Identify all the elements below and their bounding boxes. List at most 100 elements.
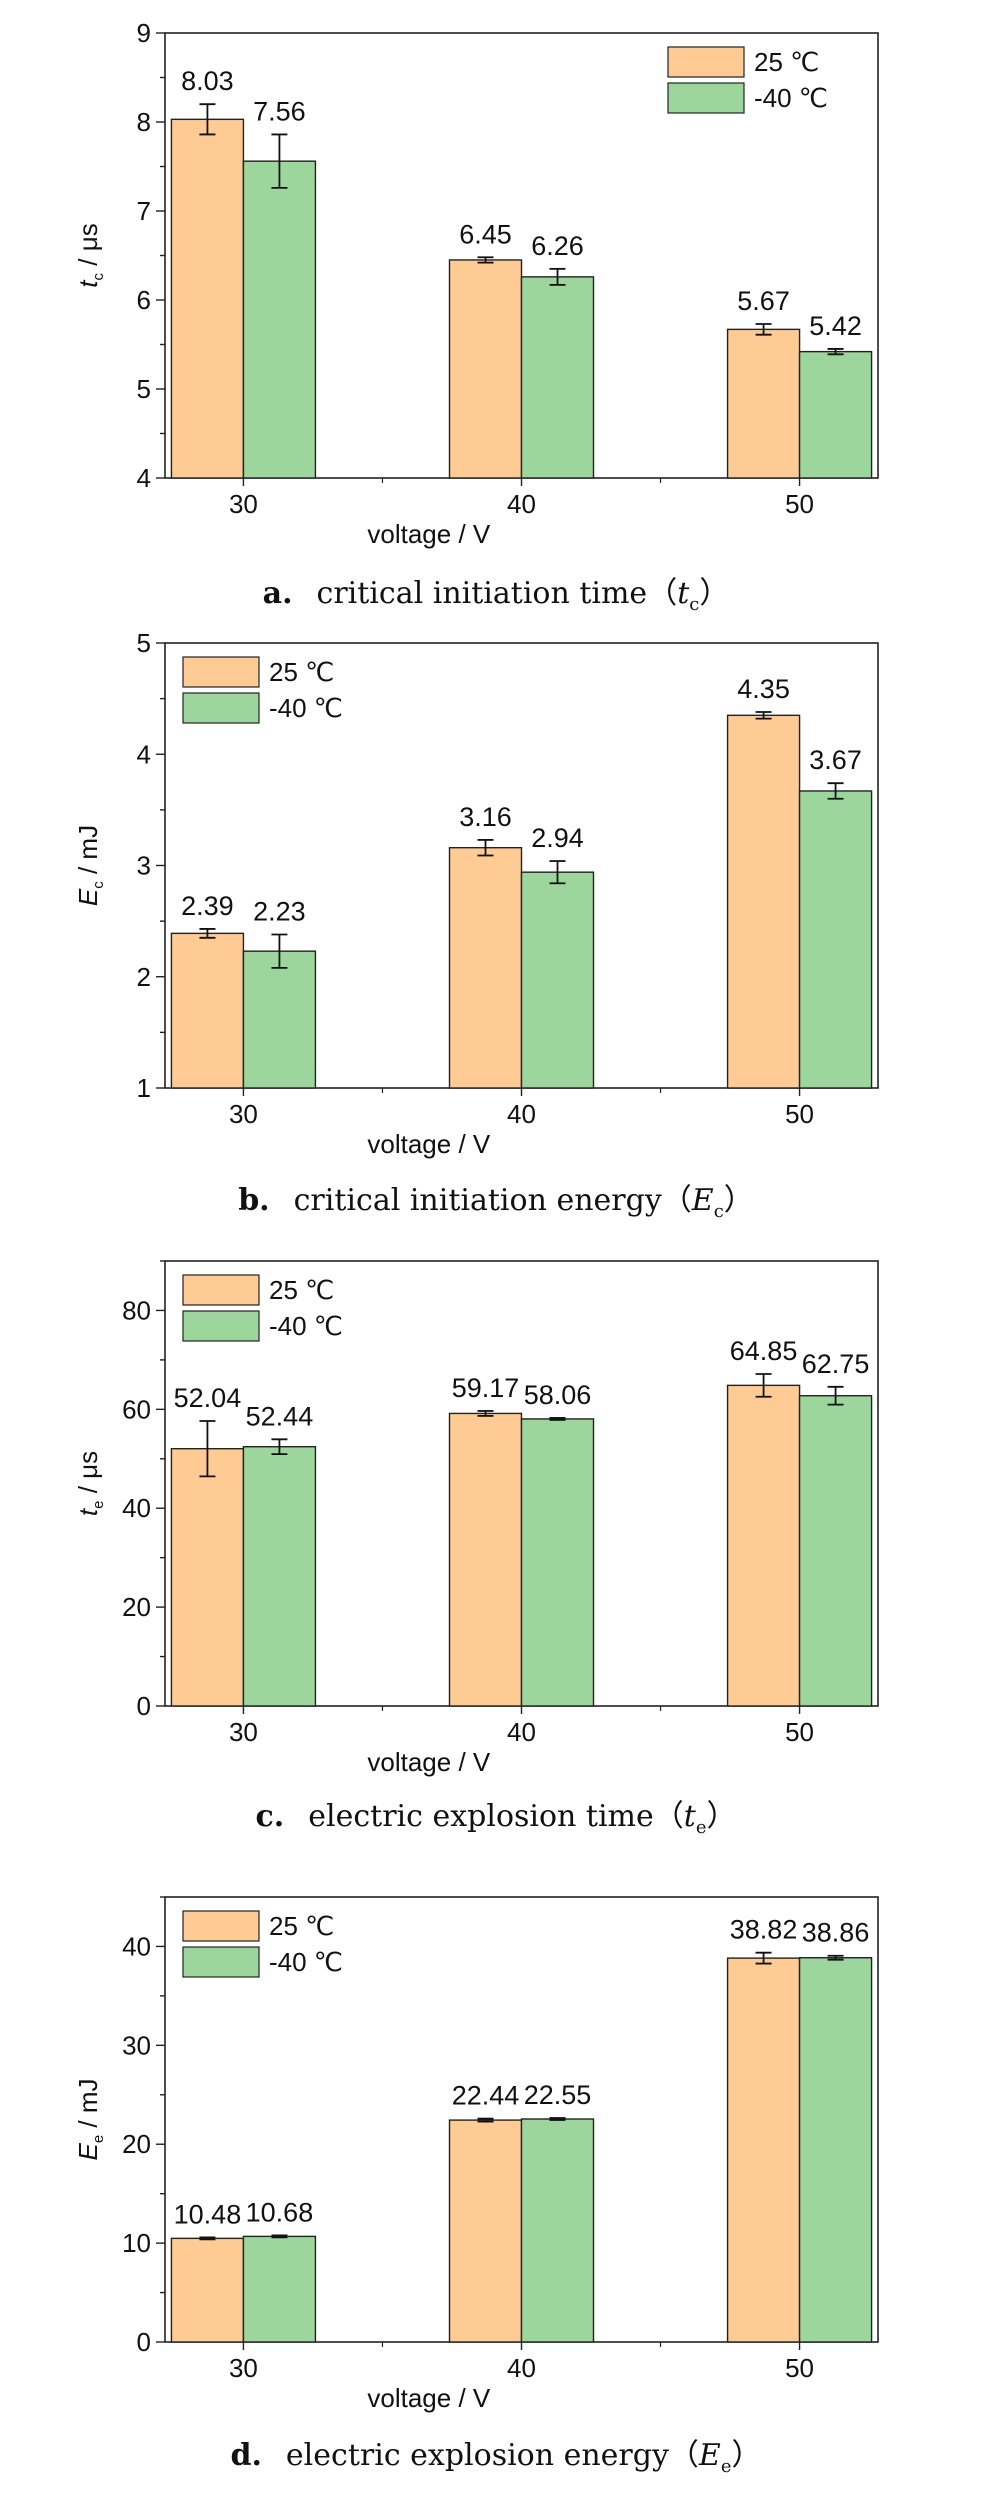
y-tick-label: 20 xyxy=(122,1592,151,1622)
caption-symbol: E xyxy=(698,2438,721,2473)
chart-panel-2: 1 2 3 4 5 30 40 50 voltage / V Ec / mJ 2.39 3.16 4.3… xyxy=(73,628,879,1222)
bar xyxy=(520,276,595,479)
y-tick-label: 9 xyxy=(137,18,151,48)
x-tick-label: 40 xyxy=(507,2353,536,2383)
x-tick-label: 40 xyxy=(507,1717,536,1747)
y-axis-symbol: E xyxy=(73,888,103,906)
y-axis-subscript: e xyxy=(90,1501,107,1509)
y-tick-label: 3 xyxy=(137,851,151,881)
data-label: 2.23 xyxy=(253,896,306,926)
caption-subscript: c xyxy=(714,1201,724,1222)
y-tick-label: 0 xyxy=(137,2327,151,2357)
bar xyxy=(798,790,873,1089)
panel-caption: b. critical initiation energy（Ec） xyxy=(238,1183,754,1222)
y-axis-label: Ee / mJ xyxy=(73,2078,107,2160)
y-axis-symbol: t xyxy=(73,279,103,288)
y-axis-unit: / μs xyxy=(73,1451,103,1501)
data-label: 62.75 xyxy=(802,1349,870,1379)
caption-subscript: c xyxy=(689,594,699,615)
y-tick-label: 20 xyxy=(122,2129,151,2159)
data-label: 2.39 xyxy=(181,891,234,921)
bar xyxy=(726,1384,801,1707)
caption-close: ） xyxy=(706,1799,736,1834)
y-tick-label: 30 xyxy=(122,2030,151,2060)
y-tick-label: 7 xyxy=(137,196,151,226)
y-tick-label: 60 xyxy=(122,1394,151,1424)
y-axis-unit: / μs xyxy=(73,223,103,273)
y-axis-unit: / mJ xyxy=(73,825,103,881)
legend-label: -40 ℃ xyxy=(269,1947,343,1977)
x-tick-label: 50 xyxy=(785,1717,814,1747)
legend-swatch xyxy=(182,1274,260,1306)
legend-swatch xyxy=(182,1310,260,1342)
y-tick-label: 2 xyxy=(137,962,151,992)
data-label: 38.86 xyxy=(802,1918,870,1948)
x-tick-label: 40 xyxy=(507,489,536,519)
bar xyxy=(170,1447,245,1707)
legend-label: -40 ℃ xyxy=(754,83,828,113)
data-label: 3.16 xyxy=(459,802,512,832)
x-tick-label: 30 xyxy=(229,1717,258,1747)
y-axis-subscript: c xyxy=(90,272,107,280)
bar xyxy=(448,1412,523,1707)
y-tick-label: 0 xyxy=(137,1691,151,1721)
bar xyxy=(170,118,245,479)
bar xyxy=(242,2235,317,2343)
bar xyxy=(798,1957,873,2343)
data-label: 38.82 xyxy=(730,1915,798,1945)
bar xyxy=(448,847,523,1089)
legend-label: -40 ℃ xyxy=(269,693,343,723)
data-label: 2.94 xyxy=(531,823,584,853)
data-label: 22.55 xyxy=(524,2080,592,2110)
data-label: 5.67 xyxy=(737,286,790,316)
bar xyxy=(520,1418,595,1707)
x-tick-label: 30 xyxy=(229,1099,258,1129)
y-axis-symbol: t xyxy=(73,1507,103,1516)
caption-subscript: e xyxy=(696,1817,707,1838)
caption-close: ） xyxy=(699,576,729,611)
data-label: 4.35 xyxy=(737,674,790,704)
y-tick-label: 8 xyxy=(137,107,151,137)
data-label: 8.03 xyxy=(181,66,234,96)
y-axis-symbol: E xyxy=(73,2143,103,2161)
panel-caption: d. electric explosion energy（Ee） xyxy=(231,2438,762,2477)
data-label: 7.56 xyxy=(253,96,306,126)
y-tick-label: 6 xyxy=(137,285,151,315)
caption-text: critical initiation energy（ xyxy=(294,1183,692,1218)
y-tick-label: 80 xyxy=(122,1295,151,1325)
y-axis-label: tc / μs xyxy=(73,223,107,287)
data-label: 22.44 xyxy=(452,2081,520,2111)
bar xyxy=(170,2237,245,2343)
caption-symbol: t xyxy=(684,1799,697,1834)
x-tick-label: 30 xyxy=(229,489,258,519)
caption-close: ） xyxy=(724,1183,754,1218)
bar xyxy=(726,1957,801,2343)
panel-caption: c. electric explosion time（te） xyxy=(256,1799,737,1838)
legend-swatch xyxy=(182,656,260,688)
y-axis-subscript: e xyxy=(90,2135,107,2143)
data-label: 58.06 xyxy=(524,1380,592,1410)
y-tick-label: 40 xyxy=(122,1931,151,1961)
bar xyxy=(242,160,317,479)
y-axis-label: Ec / mJ xyxy=(73,825,107,906)
legend-label: 25 ℃ xyxy=(269,1275,334,1305)
caption-text: critical initiation time（ xyxy=(317,576,678,611)
y-tick-label: 40 xyxy=(122,1493,151,1523)
data-label: 6.26 xyxy=(531,231,584,261)
caption-letter: d. xyxy=(231,2438,262,2473)
caption-text: electric explosion time（ xyxy=(308,1799,684,1834)
caption-close: ） xyxy=(731,2438,761,2473)
bar xyxy=(798,350,873,479)
bar xyxy=(726,328,801,479)
caption-symbol: t xyxy=(677,576,690,611)
data-label: 5.42 xyxy=(809,311,862,341)
bar xyxy=(242,1446,317,1707)
data-label: 3.67 xyxy=(809,745,862,775)
panel-caption: a. critical initiation time（tc） xyxy=(263,576,730,615)
y-axis-unit: / mJ xyxy=(73,2078,103,2134)
y-tick-label: 5 xyxy=(137,374,151,404)
bar xyxy=(448,259,523,479)
caption-text: electric explosion energy（ xyxy=(286,2438,699,2473)
